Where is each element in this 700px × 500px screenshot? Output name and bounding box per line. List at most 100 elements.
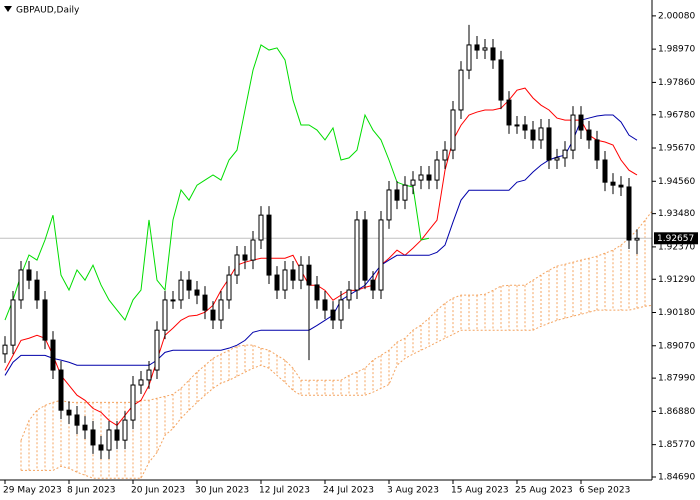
candle-body [258,214,264,241]
y-tick-label: 1.92370 [658,242,695,252]
candle-body [218,299,224,321]
candle-body [18,269,24,301]
candle-body [418,174,424,181]
candle-body [466,44,472,71]
candle-body [562,149,568,159]
candle-body [546,127,552,161]
candle-body [394,189,400,201]
candle-body [226,274,232,301]
candle-body [618,184,624,188]
candle-body [130,384,136,421]
candle-body [322,299,328,311]
candle-body [330,309,336,321]
candle-body [386,189,392,221]
symbol-icon [4,6,12,12]
candle-body [426,174,432,181]
indicator-line [4,114,638,376]
y-tick-label: 1.97860 [658,78,695,88]
candle-body [98,444,104,451]
candle-body [482,47,488,51]
x-tick-label: 25 Aug 2023 [515,486,573,496]
y-tick-label: 1.86880 [658,407,695,417]
x-tick-label: 8 Jun 2023 [67,486,115,496]
y-tick-label: 2.00080 [658,11,695,21]
indicator-line [4,87,638,427]
candle-body [154,329,160,371]
candle-body [242,254,248,261]
candle-body [554,157,560,161]
y-tick-label: 1.96780 [658,110,695,120]
cloud-edge [20,210,652,441]
candle-body [498,59,504,101]
y-tick-label: 1.94560 [658,177,695,187]
cloud-edge [21,304,652,479]
candle-body [74,414,80,426]
y-tick-label: 1.91290 [658,275,695,285]
axes: 2.00080 1.98970 1.97860 1.96780 1.95670 1.945… [3,11,698,496]
candle-body [602,159,608,183]
candle-body [266,214,272,276]
candle-body [458,69,464,111]
candle-body [578,114,584,131]
y-tick-label: 1.98970 [658,45,695,55]
y-tick-label: 1.93480 [658,209,695,219]
x-tick-label: 20 Jun 2023 [131,486,185,496]
candle-body [162,299,168,331]
candle-body [282,269,288,291]
candle-body [338,299,344,321]
candle-body [26,269,32,281]
candle-body [610,181,616,186]
candle-body [50,339,56,371]
candle-body [370,279,376,291]
y-tick-label: 1.95670 [658,144,695,154]
y-tick-label: 1.90180 [658,308,695,318]
candle-body [250,239,256,261]
candle-body [274,274,280,291]
x-tick-label: 15 Aug 2023 [451,486,509,496]
chart-title: GBPAUD,Daily [16,6,80,16]
candle-body [538,127,544,141]
candle-body [66,409,72,416]
candle-body [82,424,88,431]
candle-body [170,299,176,302]
candle-body [354,219,360,291]
x-tick-label: 30 Jun 2023 [195,486,249,496]
candle-body [442,149,448,161]
candle-body [58,369,64,411]
candle-body [362,219,368,281]
x-tick-label: 29 May 2023 [3,486,62,496]
candle-body [114,429,120,441]
candle-body [138,379,144,386]
candle-body [194,289,200,296]
candle-body [634,237,640,241]
last-price-label: 1.92657 [657,234,694,244]
candle-body [298,264,304,281]
candle-body [626,186,632,241]
candle-body [474,44,480,51]
candle-body [146,369,152,381]
x-tick-label: 24 Jul 2023 [323,486,374,496]
candle-body [594,139,600,161]
candle-body [186,279,192,291]
candle-body [314,284,320,301]
candle-body [378,219,384,291]
candle-body [514,124,520,127]
candle-body [178,279,184,301]
x-tick-label: 3 Aug 2023 [387,486,439,496]
candle-body [586,129,592,141]
candle-body [234,254,240,276]
candle-body [42,299,48,341]
candle-body [34,279,40,301]
candle-body [570,114,576,151]
indicator-line [4,44,430,321]
candle-body [530,129,536,141]
candle-body [346,289,352,301]
candle-body [290,269,296,281]
x-tick-label: 6 Sep 2023 [579,486,630,496]
candle-body [410,179,416,186]
candle-body [106,429,112,451]
candle-body [122,419,128,441]
candle-body [210,309,216,321]
